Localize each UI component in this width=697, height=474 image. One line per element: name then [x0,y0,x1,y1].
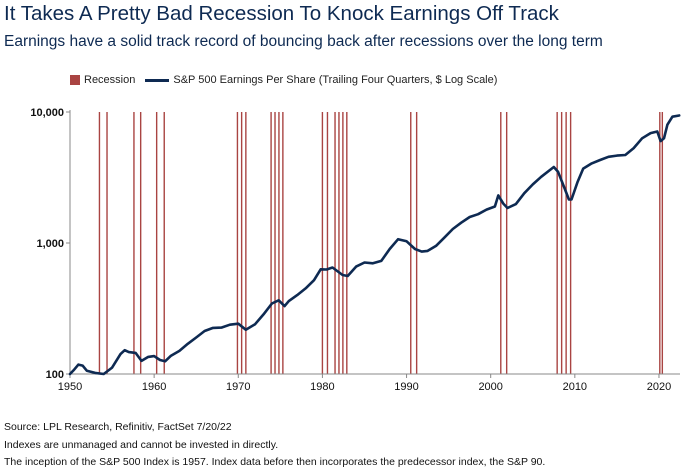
x-tick-label-6: 2010 [563,381,587,393]
footer-source: Source: LPL Research, Refinitiv, FactSet… [4,421,232,433]
y-tick-label-2: 10,000 [30,107,64,119]
y-tick-label-0: 100 [46,369,64,381]
chart-title: It Takes A Pretty Bad Recession To Knock… [4,2,559,25]
x-tick-label-5: 2000 [478,381,502,393]
legend-recession-swatch [70,75,80,85]
y-tick-label-1: 1,000 [36,238,64,250]
chart-subtitle: Earnings have a solid track record of bo… [4,33,603,50]
earnings-chart: 100 1,000 10,000 1950 1960 1970 1980 1990 2000 20… [30,107,681,393]
footer-note-2: The inception of the S&P 500 Index is 19… [4,456,546,468]
x-tick-label-3: 1980 [310,381,334,393]
x-tick-label-0: 1950 [58,381,82,393]
x-tick-label-4: 1990 [394,381,418,393]
legend-earnings-swatch [145,78,170,82]
legend-earnings-label: S&P 500 Earnings Per Share (Trailing Fou… [173,74,498,86]
x-tick-label-2: 1970 [226,381,250,393]
x-tick-label-7: 2020 [647,381,671,393]
legend-recession-label: Recession [84,74,136,86]
series-line-0 [68,114,681,376]
footer-note-1: Indexes are unmanaged and cannot be inve… [4,439,279,451]
legend: Recession S&P 500 Earnings Per Share (Tr… [70,74,497,86]
x-tick-label-1: 1960 [142,381,166,393]
